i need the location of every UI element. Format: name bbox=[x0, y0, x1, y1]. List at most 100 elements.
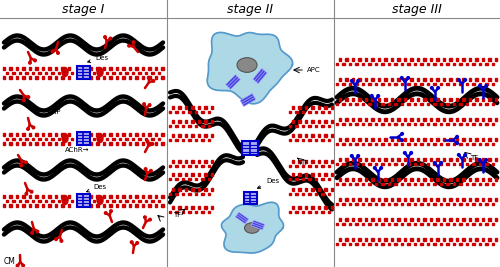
Bar bbox=[176, 211, 178, 213]
Text: Des: Des bbox=[86, 184, 106, 192]
Bar bbox=[450, 158, 452, 160]
Bar bbox=[488, 99, 490, 101]
Bar bbox=[469, 118, 471, 121]
Bar bbox=[460, 63, 462, 65]
Bar bbox=[298, 189, 300, 191]
Bar bbox=[26, 200, 28, 202]
Bar bbox=[19, 200, 21, 202]
Bar bbox=[346, 178, 348, 180]
Bar bbox=[58, 72, 60, 74]
Bar bbox=[362, 183, 364, 185]
Bar bbox=[372, 99, 374, 101]
Bar bbox=[308, 139, 310, 141]
Bar bbox=[410, 99, 412, 101]
Circle shape bbox=[30, 232, 34, 234]
Bar bbox=[375, 63, 377, 65]
Bar bbox=[289, 178, 291, 180]
Bar bbox=[352, 58, 354, 61]
Circle shape bbox=[437, 87, 440, 89]
Bar bbox=[382, 63, 384, 65]
Bar bbox=[68, 134, 70, 136]
Text: stage III: stage III bbox=[392, 2, 442, 15]
Bar bbox=[342, 243, 344, 245]
Bar bbox=[90, 134, 92, 136]
Bar bbox=[192, 120, 194, 123]
Bar bbox=[414, 223, 416, 225]
Circle shape bbox=[440, 162, 442, 164]
Bar bbox=[308, 211, 310, 213]
Bar bbox=[116, 205, 118, 207]
Bar bbox=[178, 206, 180, 209]
Bar bbox=[136, 67, 138, 70]
Bar bbox=[202, 111, 203, 113]
Bar bbox=[178, 160, 180, 163]
Polygon shape bbox=[252, 220, 264, 230]
Bar bbox=[460, 203, 462, 205]
Bar bbox=[450, 58, 452, 61]
Bar bbox=[382, 203, 384, 205]
Bar bbox=[289, 111, 291, 113]
Bar bbox=[453, 243, 455, 245]
Bar bbox=[10, 195, 12, 198]
Bar bbox=[398, 78, 400, 81]
Bar bbox=[204, 160, 206, 163]
Bar bbox=[446, 123, 448, 125]
Bar bbox=[202, 165, 203, 167]
Bar bbox=[391, 238, 393, 241]
Bar bbox=[211, 189, 213, 191]
Bar bbox=[142, 67, 144, 70]
Bar bbox=[29, 205, 31, 207]
Bar bbox=[466, 103, 468, 105]
Bar bbox=[362, 243, 364, 245]
Bar bbox=[185, 134, 187, 137]
Bar bbox=[122, 134, 124, 136]
Bar bbox=[342, 183, 344, 185]
Bar bbox=[132, 200, 134, 202]
Bar bbox=[62, 76, 64, 78]
Bar bbox=[129, 205, 131, 207]
Bar bbox=[375, 103, 377, 105]
Bar bbox=[408, 83, 410, 85]
Bar bbox=[331, 173, 333, 176]
Bar bbox=[469, 238, 471, 241]
Bar bbox=[427, 183, 429, 185]
Bar bbox=[434, 143, 436, 145]
Bar bbox=[192, 160, 194, 163]
Bar bbox=[378, 99, 380, 101]
Bar bbox=[375, 83, 377, 85]
Bar bbox=[420, 103, 422, 105]
Circle shape bbox=[401, 132, 404, 135]
Bar bbox=[430, 198, 432, 201]
Bar bbox=[391, 158, 393, 160]
Bar bbox=[93, 72, 95, 74]
Bar bbox=[378, 238, 380, 241]
Bar bbox=[349, 143, 351, 145]
Bar bbox=[358, 99, 360, 101]
Bar bbox=[178, 134, 180, 137]
Bar bbox=[482, 158, 484, 160]
Bar bbox=[434, 103, 436, 105]
Bar bbox=[450, 218, 452, 221]
Bar bbox=[148, 205, 150, 207]
Bar bbox=[453, 83, 455, 85]
Bar bbox=[352, 99, 354, 101]
Bar bbox=[453, 63, 455, 65]
Bar bbox=[96, 76, 98, 78]
Bar bbox=[420, 83, 422, 85]
Text: CM: CM bbox=[4, 257, 16, 265]
Bar bbox=[195, 139, 197, 141]
Bar bbox=[436, 138, 438, 141]
Bar bbox=[368, 103, 370, 105]
Circle shape bbox=[136, 242, 138, 244]
Bar bbox=[103, 205, 105, 207]
Bar bbox=[460, 183, 462, 185]
Bar bbox=[388, 223, 390, 225]
Bar bbox=[289, 125, 291, 127]
Bar bbox=[443, 58, 445, 61]
Bar bbox=[472, 243, 474, 245]
Bar bbox=[472, 103, 474, 105]
Bar bbox=[495, 198, 497, 201]
Bar bbox=[289, 139, 291, 141]
Bar bbox=[110, 134, 112, 136]
Bar bbox=[358, 198, 360, 201]
